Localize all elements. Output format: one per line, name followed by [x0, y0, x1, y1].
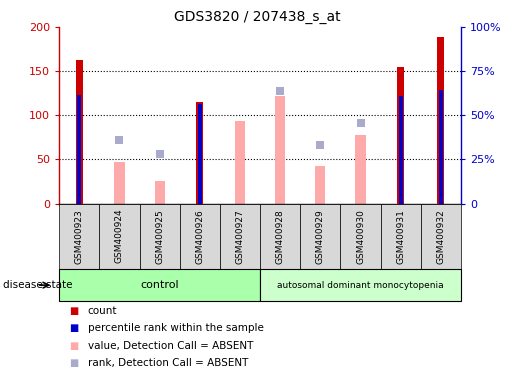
Text: GSM400924: GSM400924 — [115, 209, 124, 263]
Text: GSM400925: GSM400925 — [155, 209, 164, 263]
Bar — [77, 95, 81, 204]
Text: ■: ■ — [70, 306, 79, 316]
Text: percentile rank within the sample: percentile rank within the sample — [88, 323, 264, 333]
Bar — [235, 121, 245, 204]
Text: GSM400931: GSM400931 — [396, 209, 405, 263]
Text: ■: ■ — [70, 323, 79, 333]
Text: control: control — [140, 280, 179, 290]
Text: GSM400930: GSM400930 — [356, 209, 365, 263]
Text: GSM400926: GSM400926 — [195, 209, 204, 263]
Text: GSM400929: GSM400929 — [316, 209, 325, 263]
Text: value, Detection Call = ABSENT: value, Detection Call = ABSENT — [88, 341, 253, 351]
Text: GSM400927: GSM400927 — [235, 209, 245, 263]
Bar — [397, 67, 404, 204]
Text: GSM400928: GSM400928 — [276, 209, 285, 263]
Bar — [315, 166, 325, 204]
Text: disease state: disease state — [3, 280, 72, 290]
Text: rank, Detection Call = ABSENT: rank, Detection Call = ABSENT — [88, 358, 248, 368]
Text: GSM400932: GSM400932 — [436, 209, 445, 263]
Text: ■: ■ — [70, 341, 79, 351]
Bar — [437, 38, 444, 204]
Bar — [439, 91, 443, 204]
Bar — [275, 96, 285, 204]
Bar — [198, 104, 202, 204]
Text: autosomal dominant monocytopenia: autosomal dominant monocytopenia — [277, 281, 444, 290]
Text: ■: ■ — [70, 358, 79, 368]
Bar — [399, 96, 403, 204]
Bar — [114, 162, 125, 204]
Bar — [76, 60, 83, 204]
Text: count: count — [88, 306, 117, 316]
Text: GSM400923: GSM400923 — [75, 209, 84, 263]
Bar — [196, 102, 203, 204]
Bar — [154, 180, 165, 204]
Text: GDS3820 / 207438_s_at: GDS3820 / 207438_s_at — [174, 10, 341, 23]
Bar — [355, 135, 366, 204]
